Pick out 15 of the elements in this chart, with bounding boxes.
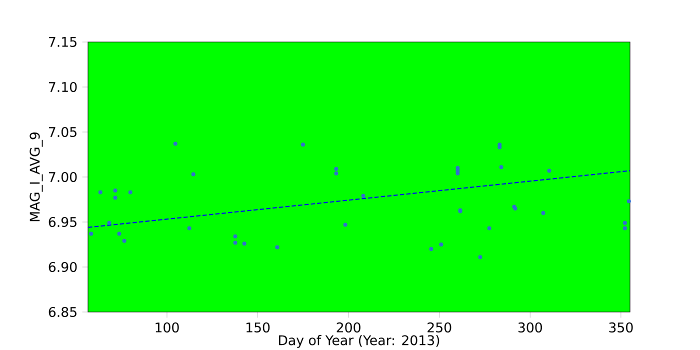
x-tick-label: 250 — [428, 322, 452, 332]
y-tick-label: 6.95 — [48, 216, 76, 228]
x-tick-label: 150 — [246, 322, 270, 332]
x-tick-label: 300 — [518, 322, 542, 332]
x-tick-label: 100 — [156, 322, 179, 332]
x-tick-label: 350 — [609, 322, 633, 332]
y-tick-label: 7.00 — [49, 172, 77, 182]
y-tick-label: 6.85 — [48, 306, 76, 318]
y-axis-title: MAG_I_AVG_9 — [30, 132, 43, 222]
y-tick-label: 7.10 — [49, 82, 77, 92]
y-tick-label: 6.90 — [48, 262, 77, 272]
y-tick-label: 7.05 — [49, 126, 76, 138]
x-tick-label: 200 — [336, 322, 360, 332]
x-axis-title: Day of Year (Year: 2013) — [279, 334, 440, 348]
y-tick-label: 7.15 — [49, 37, 76, 47]
